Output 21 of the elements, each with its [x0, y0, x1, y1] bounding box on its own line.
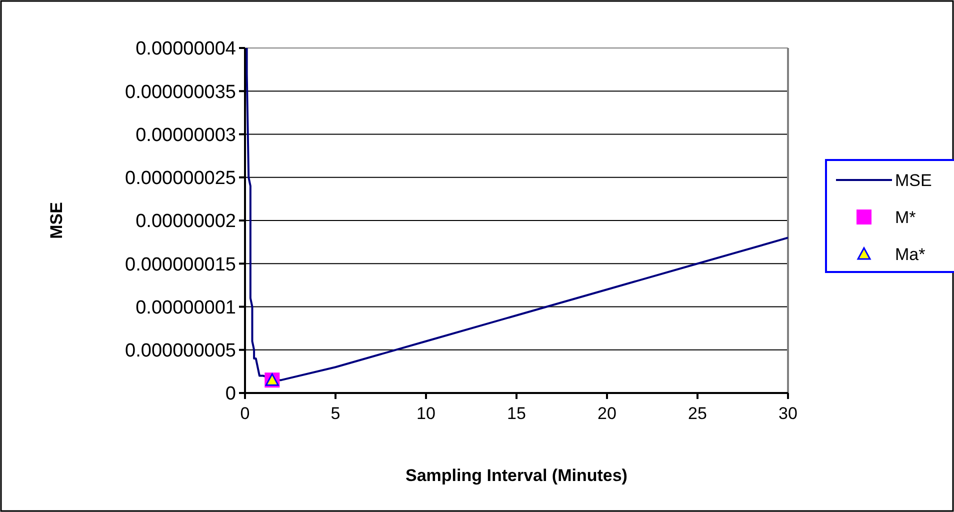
x-tick-label: 20 [598, 404, 616, 423]
x-tick-label: 10 [416, 404, 436, 423]
y-tick-label: 0.00000004 [136, 38, 236, 60]
y-tick-label: 0.000000025 [125, 168, 236, 190]
y-tick-label: 0.000000005 [125, 340, 236, 362]
legend-label: Ma* [895, 244, 926, 264]
y-tick-label: 0.000000015 [125, 254, 236, 276]
y-tick-label: 0.00000002 [136, 211, 236, 232]
x-tick-label: 25 [688, 404, 707, 423]
x-tick-label: 0 [240, 404, 250, 423]
y-tick-label: 0.00000003 [136, 124, 236, 146]
y-tick-label: 0 [225, 384, 236, 405]
x-tick-label: 15 [507, 404, 526, 423]
legend-label: M* [895, 208, 916, 227]
x-axis-title: Sampling Interval (Minutes) [406, 466, 628, 485]
y-axis-title: MSE [47, 202, 66, 239]
x-tick-label: 30 [778, 404, 798, 423]
x-tick-label: 5 [330, 404, 340, 423]
legend-label: MSE [895, 170, 932, 190]
y-tick-label: 0.000000035 [125, 82, 236, 103]
y-tick-label: 0.00000001 [136, 297, 236, 318]
